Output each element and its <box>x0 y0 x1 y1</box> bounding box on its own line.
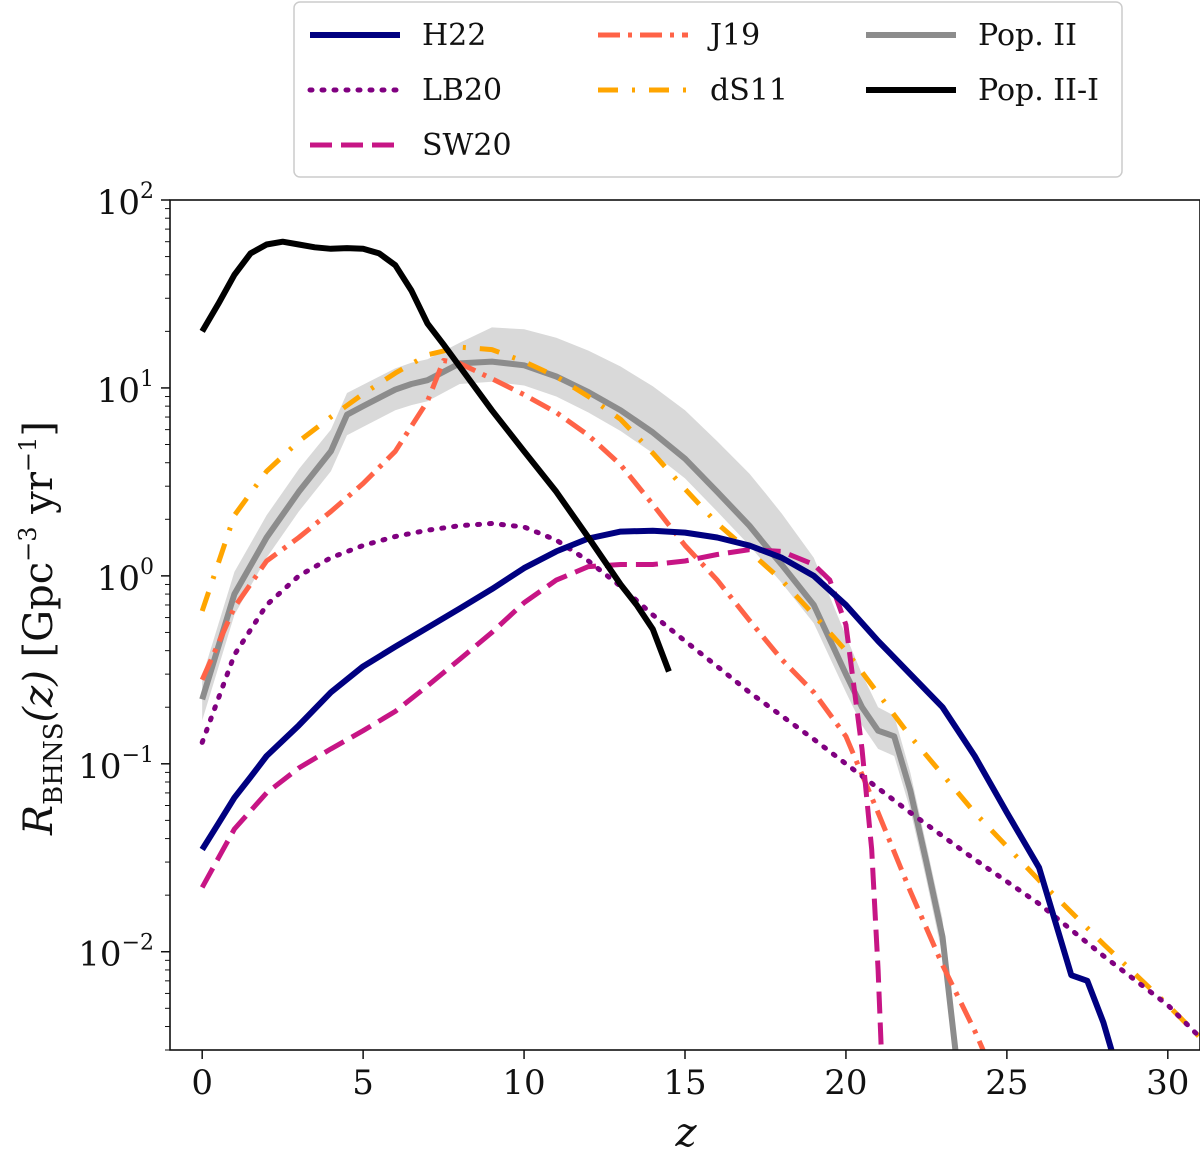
x-tick-label: 10 <box>502 1063 545 1103</box>
series-line-sw20 <box>200 547 884 1050</box>
ylabel-units: [Gpc <box>16 562 62 658</box>
legend-label: SW20 <box>422 128 512 163</box>
ylabel-subscript: BHNS <box>39 722 69 804</box>
ylabel-arg: (z) <box>16 670 62 722</box>
x-axis-label: z <box>674 1110 697 1156</box>
x-tick-label: 0 <box>191 1063 213 1103</box>
legend-entry-pop-ii-i: Pop. II-I <box>866 73 1099 108</box>
ylabel-close: ] <box>16 421 62 437</box>
y-tick-label: 100 <box>97 555 154 599</box>
series-line-pop-ii-i <box>199 238 672 673</box>
series-line-h22 <box>199 527 1115 1050</box>
plot-frame <box>169 199 1200 1051</box>
x-tick-label: 25 <box>985 1063 1028 1103</box>
legend-entry-pop-ii: Pop. II <box>866 18 1077 53</box>
y-tick-label: 101 <box>97 367 154 411</box>
x-tick-label: 20 <box>824 1063 867 1103</box>
legend-label: Pop. II-I <box>978 73 1099 108</box>
x-tick-label: 15 <box>663 1063 706 1103</box>
ylabel-units2: yr <box>16 471 62 515</box>
series-layer <box>199 238 1200 1050</box>
legend-label: LB20 <box>422 73 502 108</box>
legend-entry-ds11: dS11 <box>598 73 788 108</box>
legend: H22 LB20 SW20 J19 dS11 Pop. II Pop. II-I <box>293 1 1123 178</box>
y-tick-label: 102 <box>97 179 154 223</box>
legend-label: dS11 <box>710 73 788 108</box>
ylabel-symbol: R <box>16 805 62 836</box>
legend-label: Pop. II <box>978 18 1077 53</box>
confidence-band-layer <box>202 327 956 1050</box>
y-tick-label: 10−2 <box>78 931 154 975</box>
legend-entry-h22: H22 <box>310 18 486 53</box>
ylabel-exp2: −1 <box>14 437 42 472</box>
legend-entry-sw20: SW20 <box>310 128 512 163</box>
svg-text:RBHNS(z) [Gpc−3 yr−1]: RBHNS(z) [Gpc−3 yr−1] <box>14 421 69 836</box>
ylabel-exp1: −3 <box>14 526 42 561</box>
legend-label: J19 <box>707 18 760 53</box>
y-tick-label: 10−1 <box>78 743 154 787</box>
series-line-pop-ii <box>199 358 959 1050</box>
legend-entry-lb20: LB20 <box>307 73 502 108</box>
legend-entry-j19: J19 <box>598 18 760 53</box>
y-axis-label: RBHNS(z) [Gpc−3 yr−1] <box>14 421 69 836</box>
axes: 0 5 10 15 20 25 30 102 101 100 10−1 10−2 <box>78 179 1200 1103</box>
legend-frame <box>293 1 1123 178</box>
x-tick-label: 30 <box>1146 1063 1189 1103</box>
series-line-ds11 <box>199 344 1200 1040</box>
x-tick-label: 5 <box>352 1063 374 1103</box>
pop-ii-confidence-band <box>202 327 956 1050</box>
legend-label: H22 <box>422 18 486 53</box>
series-line-lb20 <box>199 521 1200 1040</box>
